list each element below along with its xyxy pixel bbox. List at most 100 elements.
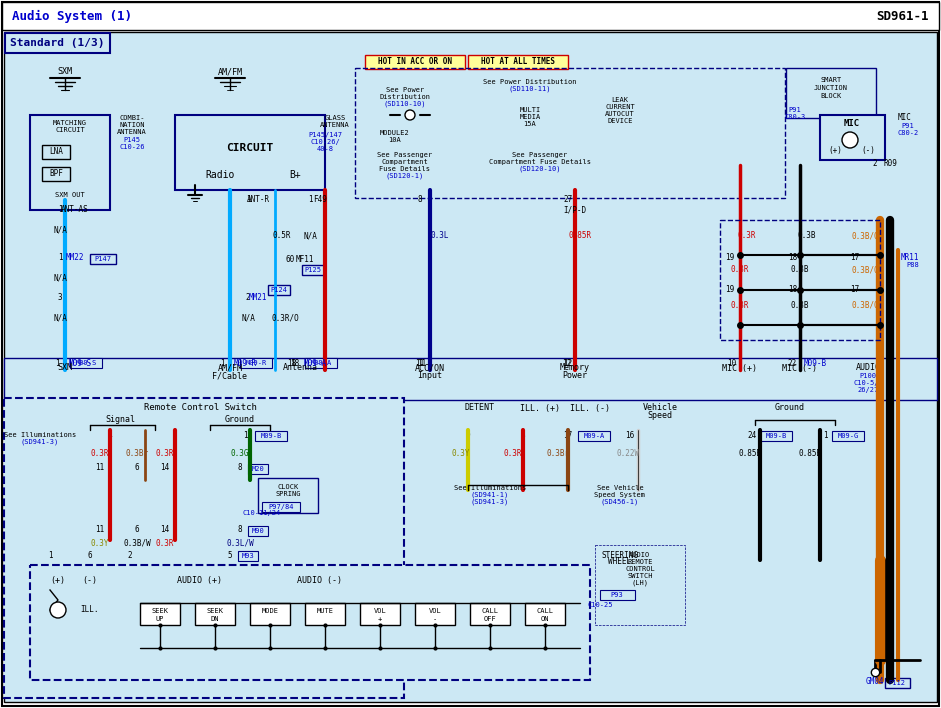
Text: (SD110-10): (SD110-10) [384, 101, 426, 107]
Text: P93: P93 [611, 592, 623, 598]
Text: (SD456-1): (SD456-1) [601, 498, 639, 506]
Text: 18: 18 [789, 253, 798, 263]
Text: ANT-R: ANT-R [247, 195, 269, 205]
Text: WHEEL: WHEEL [609, 557, 631, 566]
Text: 1: 1 [822, 430, 827, 440]
Text: F/Cable: F/Cable [213, 372, 247, 380]
Text: P91: P91 [789, 107, 802, 113]
Text: HOT AT ALL TIMES: HOT AT ALL TIMES [481, 57, 555, 67]
Text: Ground: Ground [775, 404, 805, 413]
Text: BLOCK: BLOCK [821, 93, 841, 99]
Text: M09-R: M09-R [246, 360, 266, 366]
Text: 0.3R: 0.3R [90, 448, 109, 457]
Bar [30, 115, 110, 210]
Text: Ground: Ground [225, 416, 255, 425]
Text: SPRING: SPRING [276, 491, 301, 497]
Text: (+): (+) [828, 146, 842, 154]
Bar [238, 551, 258, 561]
Text: 26/27: 26/27 [857, 387, 879, 393]
Text: 0.3R: 0.3R [738, 232, 757, 241]
Bar [305, 358, 337, 368]
Text: (SD941-3): (SD941-3) [470, 498, 509, 506]
Text: SWITCH: SWITCH [628, 573, 653, 579]
Text: 11: 11 [415, 358, 424, 367]
Bar [262, 502, 300, 512]
Text: Remote Control Switch: Remote Control Switch [144, 404, 257, 413]
Text: SD961-1: SD961-1 [876, 9, 929, 23]
Text: 15A: 15A [523, 121, 536, 127]
Text: 11: 11 [95, 464, 104, 472]
Text: 8: 8 [238, 464, 243, 472]
Text: SEEK: SEEK [206, 608, 224, 614]
Text: 4: 4 [107, 430, 112, 440]
Text: JUNCTION: JUNCTION [814, 85, 848, 91]
Text: See Passenger: See Passenger [513, 152, 567, 158]
Text: ANTENNA: ANTENNA [117, 129, 147, 135]
Text: M09-B: M09-B [804, 358, 826, 367]
Text: (-): (-) [861, 146, 875, 154]
Text: See Power Distribution: See Power Distribution [484, 79, 577, 85]
Bar [355, 68, 785, 198]
Text: M09-S: M09-S [69, 358, 91, 367]
Text: 18: 18 [291, 358, 299, 367]
Bar [786, 68, 876, 118]
Text: M09-R: M09-R [233, 358, 257, 367]
Text: Distribution: Distribution [379, 94, 430, 100]
Text: 0.3R: 0.3R [503, 448, 522, 457]
Bar [248, 464, 268, 474]
Text: 0.3Y: 0.3Y [452, 448, 470, 457]
Text: (SD120-1): (SD120-1) [386, 173, 424, 179]
Bar [248, 526, 268, 536]
Bar [595, 545, 685, 625]
Text: 16: 16 [626, 430, 634, 440]
Text: GLASS: GLASS [325, 115, 345, 121]
Text: Antenna: Antenna [282, 363, 317, 372]
Bar [268, 285, 290, 295]
Text: 0.3R/O: 0.3R/O [271, 314, 299, 323]
Text: Compartment: Compartment [382, 159, 428, 165]
Text: MF11: MF11 [295, 256, 314, 265]
Text: 24: 24 [747, 430, 757, 440]
Text: 2: 2 [872, 159, 877, 168]
Text: ANT-AS: ANT-AS [61, 205, 88, 215]
Text: 1: 1 [308, 195, 312, 205]
Text: See Passenger: See Passenger [377, 152, 433, 158]
Text: MIC: MIC [844, 118, 860, 127]
Bar [820, 115, 885, 160]
Bar [4, 398, 404, 698]
Text: (+): (+) [51, 576, 66, 585]
Text: 8: 8 [418, 195, 423, 205]
Text: M09-A: M09-A [303, 358, 327, 367]
Text: 1: 1 [219, 358, 224, 367]
Text: VOL: VOL [374, 608, 387, 614]
Text: CURRENT: CURRENT [605, 104, 635, 110]
Text: Speed: Speed [647, 411, 673, 421]
Bar [470, 603, 510, 625]
Text: Speed System: Speed System [595, 492, 646, 498]
Bar [70, 358, 102, 368]
Text: P145/147: P145/147 [308, 132, 342, 138]
Text: CONTROL: CONTROL [625, 566, 655, 572]
Text: MEDIA: MEDIA [519, 114, 541, 120]
Text: AUTOCUT: AUTOCUT [605, 111, 635, 117]
Text: ILL. (-): ILL. (-) [570, 404, 610, 413]
Text: (LH): (LH) [631, 580, 648, 586]
Text: P145: P145 [123, 137, 140, 143]
Text: 1: 1 [55, 358, 59, 367]
Bar [885, 678, 910, 688]
Text: 0.3L: 0.3L [431, 232, 449, 241]
Text: I/P-D: I/P-D [564, 205, 586, 215]
Bar [140, 603, 180, 625]
Text: 14: 14 [160, 525, 169, 535]
Text: LNA: LNA [49, 147, 63, 156]
Text: AM/FM: AM/FM [217, 67, 243, 76]
Bar [578, 431, 610, 441]
Circle shape [50, 602, 66, 618]
Bar [415, 603, 455, 625]
Text: 11: 11 [418, 358, 426, 367]
Text: 0.3R: 0.3R [156, 448, 174, 457]
Text: 0.85R: 0.85R [568, 232, 592, 241]
Text: B+: B+ [289, 170, 301, 180]
Text: UP: UP [156, 616, 165, 622]
Bar [90, 254, 116, 264]
